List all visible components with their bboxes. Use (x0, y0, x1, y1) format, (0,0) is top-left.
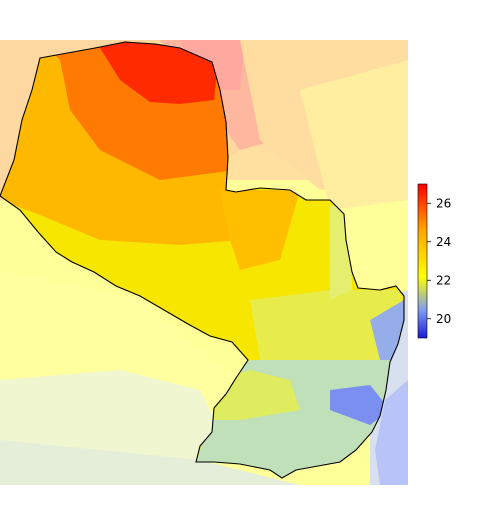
legend-tick-label: 26 (436, 196, 451, 210)
country-border (0, 41, 405, 479)
legend-tick-label: 24 (436, 235, 451, 249)
legend-tick-label: 20 (436, 312, 451, 326)
color-legend: 20 22 24 26 (417, 183, 451, 339)
legend-colorbar (417, 183, 428, 339)
legend-ticks: 20 22 24 26 (427, 196, 451, 326)
legend-tick-label: 22 (436, 273, 451, 287)
